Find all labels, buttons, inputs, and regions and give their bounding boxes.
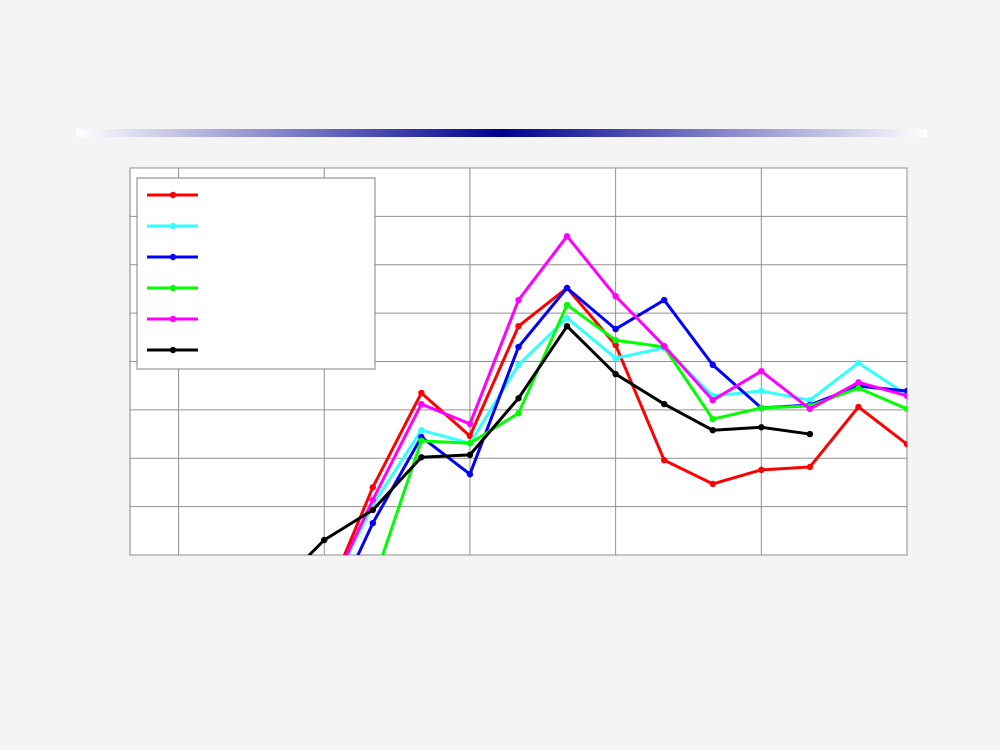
data-point bbox=[369, 496, 377, 504]
data-point bbox=[321, 600, 327, 606]
data-point bbox=[370, 581, 376, 587]
data-point bbox=[321, 600, 327, 606]
data-point bbox=[612, 354, 619, 362]
series-line bbox=[307, 324, 811, 555]
data-point bbox=[660, 456, 668, 464]
data-point bbox=[369, 484, 377, 491]
data-point bbox=[855, 379, 862, 386]
data-point bbox=[758, 404, 765, 412]
data-point bbox=[612, 341, 619, 349]
data-point bbox=[418, 454, 425, 461]
data-point bbox=[660, 342, 668, 350]
data-point bbox=[321, 624, 327, 630]
data-point bbox=[515, 410, 522, 417]
data-point bbox=[903, 392, 907, 400]
legend-marker bbox=[169, 253, 177, 261]
data-point bbox=[515, 395, 522, 402]
data-point bbox=[903, 441, 907, 448]
data-point bbox=[709, 480, 716, 488]
legend-box bbox=[136, 177, 376, 370]
data-point bbox=[563, 322, 571, 330]
data-point bbox=[515, 343, 522, 351]
data-point bbox=[709, 361, 716, 369]
data-point bbox=[660, 296, 668, 304]
data-point bbox=[321, 600, 327, 606]
data-point bbox=[272, 586, 278, 592]
data-point bbox=[515, 361, 522, 369]
data-point bbox=[806, 463, 814, 471]
legend-marker bbox=[169, 346, 177, 354]
header-band bbox=[76, 129, 927, 137]
data-point bbox=[855, 384, 862, 392]
data-point bbox=[806, 430, 814, 438]
data-point bbox=[612, 337, 619, 344]
data-point bbox=[418, 426, 425, 434]
data-point bbox=[563, 233, 571, 240]
data-point bbox=[418, 389, 425, 397]
data-point bbox=[515, 296, 522, 304]
data-point bbox=[612, 370, 619, 378]
data-point bbox=[369, 519, 377, 527]
data-point bbox=[758, 424, 765, 431]
data-point bbox=[466, 432, 474, 440]
data-point bbox=[709, 397, 716, 404]
data-point bbox=[758, 466, 765, 474]
data-point bbox=[563, 284, 571, 292]
data-point bbox=[515, 322, 522, 330]
data-point bbox=[369, 506, 377, 514]
data-point bbox=[466, 451, 474, 459]
legend-marker bbox=[169, 284, 177, 292]
data-point bbox=[903, 405, 907, 413]
data-point bbox=[855, 403, 862, 411]
data-point bbox=[855, 359, 862, 367]
legend-marker bbox=[169, 191, 177, 199]
data-point bbox=[466, 471, 474, 478]
data-point bbox=[612, 325, 619, 333]
data-point bbox=[563, 301, 571, 309]
data-point bbox=[709, 426, 716, 434]
data-point bbox=[612, 292, 619, 300]
plot-lines bbox=[272, 233, 907, 630]
data-point bbox=[321, 536, 328, 544]
data-point bbox=[758, 367, 765, 375]
data-point bbox=[466, 420, 474, 428]
data-point bbox=[660, 400, 668, 408]
data-point bbox=[806, 405, 814, 413]
data-point bbox=[418, 437, 425, 445]
data-point bbox=[806, 397, 814, 404]
data-point bbox=[758, 387, 765, 395]
data-point bbox=[418, 400, 425, 408]
data-point bbox=[709, 415, 716, 423]
data-point bbox=[466, 440, 474, 447]
legend-marker bbox=[169, 315, 177, 323]
data-point bbox=[563, 314, 571, 322]
data-point bbox=[903, 387, 907, 395]
legend bbox=[136, 177, 376, 370]
legend-marker bbox=[169, 222, 177, 230]
